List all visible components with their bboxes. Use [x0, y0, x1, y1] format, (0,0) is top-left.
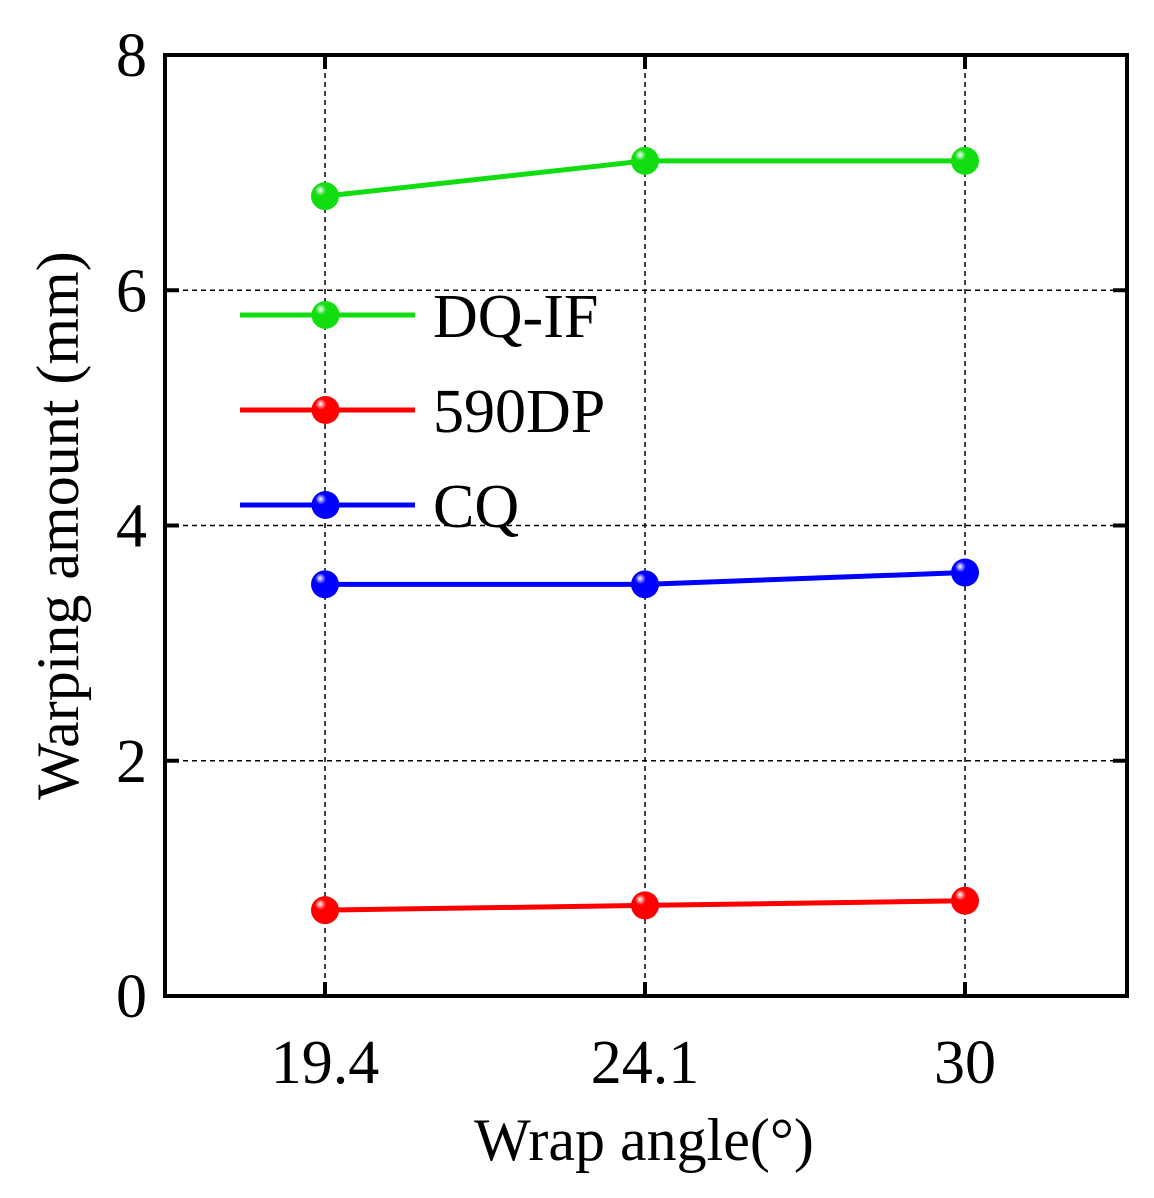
data-point — [311, 182, 339, 211]
y-axis-title: Warping amount (mm) — [25, 251, 91, 799]
legend-item: DQ-IF — [240, 283, 598, 351]
legend-marker — [311, 396, 340, 424]
data-point — [631, 570, 659, 599]
data-point — [631, 146, 659, 175]
series-layer — [311, 146, 979, 925]
data-point — [311, 570, 339, 599]
data-point — [631, 891, 659, 920]
data-point — [951, 558, 979, 587]
y-tick-label: 2 — [116, 728, 147, 796]
series-590dp — [311, 886, 979, 925]
x-tick-label: 24.1 — [591, 1029, 700, 1097]
x-axis-title: Wrap angle(°) — [474, 1107, 814, 1173]
legend-label: CQ — [433, 473, 519, 541]
legend-label: DQ-IF — [433, 283, 598, 351]
grid-lines — [165, 55, 1127, 996]
legend-marker — [311, 301, 340, 329]
x-tick-label: 19.4 — [271, 1029, 380, 1097]
data-point — [951, 146, 979, 175]
legend-item: 590DP — [240, 378, 605, 446]
x-tick-label: 30 — [934, 1029, 996, 1097]
y-tick-label: 6 — [116, 257, 147, 325]
legend-label: 590DP — [433, 378, 605, 446]
legend: DQ-IF 590DP CQ — [240, 283, 605, 541]
legend-marker — [311, 491, 340, 519]
tick-labels: 19.4 24.1 30 0 2 4 6 8 — [116, 22, 996, 1097]
series-cq — [311, 558, 979, 599]
y-tick-label: 4 — [116, 493, 147, 561]
series-dq-if — [311, 146, 979, 211]
y-tick-label: 8 — [116, 22, 147, 90]
data-point — [311, 896, 339, 925]
data-point — [951, 886, 979, 915]
axis-ticks — [165, 53, 1127, 998]
y-tick-label: 0 — [116, 963, 147, 1031]
legend-item: CQ — [240, 473, 519, 541]
